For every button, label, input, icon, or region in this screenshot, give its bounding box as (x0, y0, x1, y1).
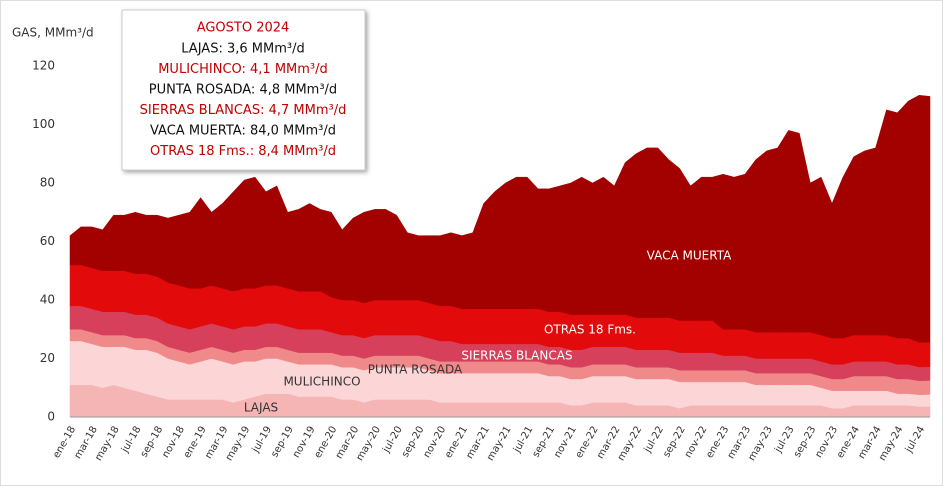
y-axis-label: GAS, MMm³/d (12, 26, 94, 40)
series-label: SIERRAS BLANCAS (461, 349, 572, 363)
series-label: PUNTA ROSADA (368, 363, 463, 377)
box-line: OTRAS 18 Fms.: 8,4 MMm³/d (150, 144, 336, 159)
y-tick-label: 100 (32, 117, 55, 131)
box-line: SIERRAS BLANCAS: 4,7 MMm³/d (140, 103, 347, 118)
box-line: PUNTA ROSADA: 4,8 MMm³/d (149, 83, 337, 98)
y-tick-label: 20 (40, 351, 55, 365)
area (69, 94, 931, 343)
series-label: LAJAS (244, 401, 278, 415)
series-label: OTRAS 18 Fms. (544, 323, 636, 337)
box-bg (121, 9, 366, 171)
box-line: VACA MUERTA: 84,0 MMm³/d (150, 124, 336, 139)
y-tick-label: 120 (32, 59, 55, 73)
box-line: MULICHINCO: 4,1 MMm³/d (158, 62, 328, 77)
y-tick-label: 80 (40, 176, 55, 190)
y-tick-label: 0 (47, 410, 55, 424)
y-tick-label: 60 (40, 234, 55, 248)
box-title: AGOSTO 2024 (197, 21, 290, 36)
series-label: VACA MUERTA (647, 249, 732, 263)
series-label: MULICHINCO (283, 375, 360, 389)
plot (69, 94, 931, 418)
y-tick-label: 40 (40, 293, 55, 307)
annotation-box: AGOSTO 2024 LAJAS: 3,6 MMm³/d MULICHINCO:… (121, 9, 366, 171)
box-line: LAJAS: 3,6 MMm³/d (181, 42, 304, 57)
